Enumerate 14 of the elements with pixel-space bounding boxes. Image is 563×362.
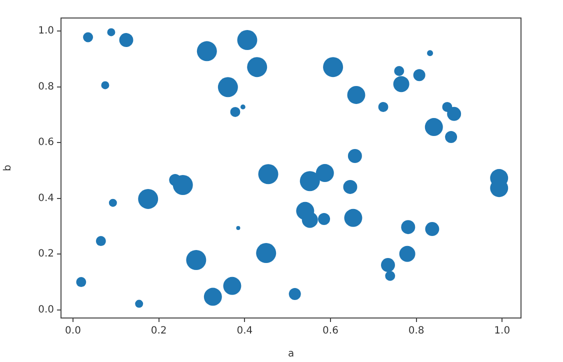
x-tick-label: 0.6: [322, 326, 338, 337]
y-tick-label: 0.0: [38, 304, 54, 316]
y-tick-label: 0.2: [38, 248, 54, 260]
y-tick-label: 0.8: [38, 81, 54, 92]
x-tick-label: 1.0: [494, 326, 510, 337]
y-axis-title: b: [2, 164, 14, 172]
x-tick-label: 0.8: [408, 326, 424, 337]
y-tick-label: 0.4: [38, 192, 54, 204]
x-tick-label: 0.4: [236, 326, 253, 337]
x-axis-title: a: [288, 348, 294, 360]
x-tick-label: 0.2: [150, 326, 167, 337]
x-tick-label: 0.0: [65, 326, 81, 337]
y-tick-label: 1.0: [38, 26, 54, 37]
y-tick-label: 0.6: [38, 137, 54, 148]
